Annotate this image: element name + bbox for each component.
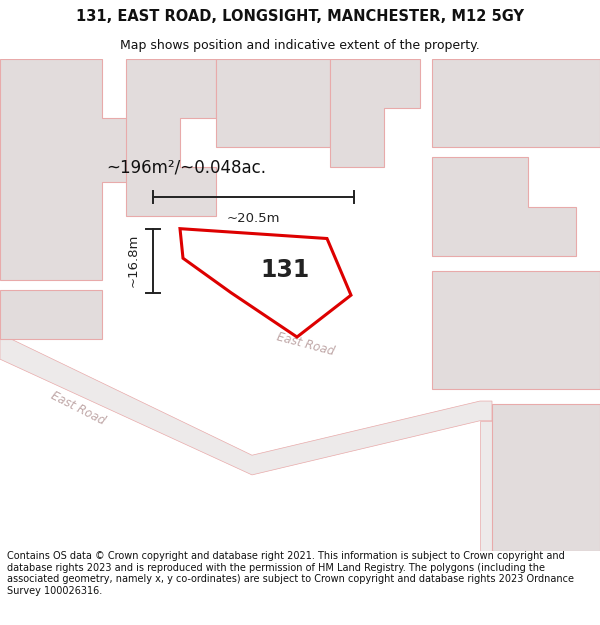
Text: 131, EAST ROAD, LONGSIGHT, MANCHESTER, M12 5GY: 131, EAST ROAD, LONGSIGHT, MANCHESTER, M… [76,9,524,24]
Polygon shape [330,59,420,167]
Text: Map shows position and indicative extent of the property.: Map shows position and indicative extent… [120,39,480,52]
Text: ~20.5m: ~20.5m [227,213,280,226]
Polygon shape [126,59,216,216]
Text: Contains OS data © Crown copyright and database right 2021. This information is : Contains OS data © Crown copyright and d… [7,551,574,596]
Polygon shape [432,158,576,256]
Polygon shape [0,290,102,339]
Polygon shape [216,59,330,148]
Polygon shape [0,339,492,475]
Text: ~196m²/~0.048ac.: ~196m²/~0.048ac. [106,158,266,176]
Polygon shape [180,229,351,337]
Text: 131: 131 [261,258,310,282]
Polygon shape [432,271,600,389]
Text: East Road: East Road [49,389,107,428]
Text: East Road: East Road [276,331,336,358]
Polygon shape [0,59,144,281]
Polygon shape [432,59,600,148]
Text: ~16.8m: ~16.8m [127,234,140,288]
Polygon shape [492,404,600,551]
Polygon shape [480,421,492,551]
